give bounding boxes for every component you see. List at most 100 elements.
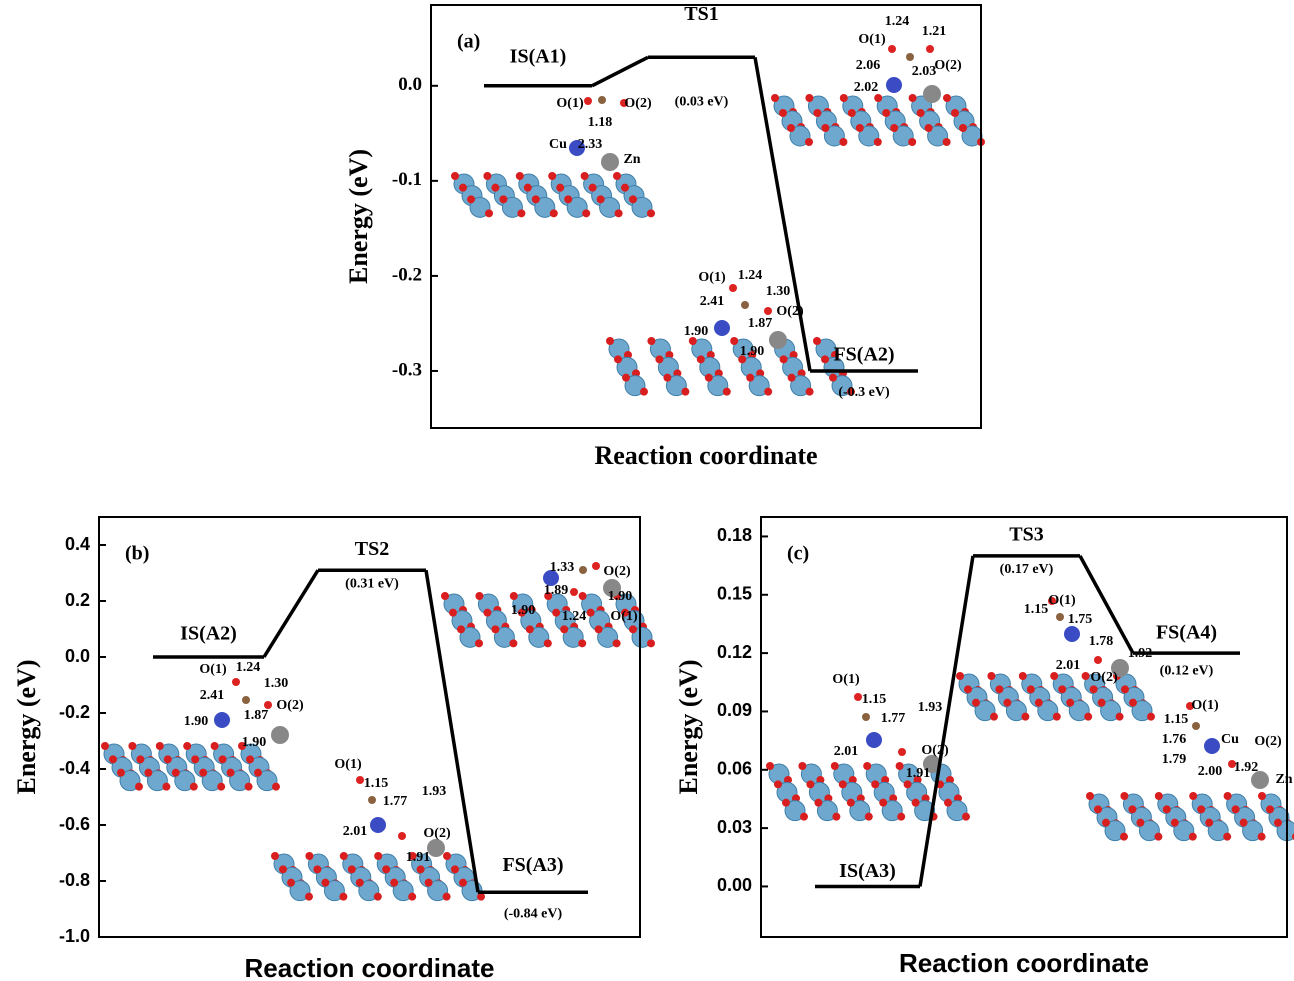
structure-label: 1.90	[511, 603, 536, 618]
slab-oxygen	[962, 813, 970, 821]
slab-oxygen	[780, 355, 788, 363]
state-label: IS(A2)	[180, 623, 237, 645]
adsorbate-atom	[764, 307, 772, 315]
slab-oxygen	[705, 374, 713, 382]
structure-label: O(1)	[610, 609, 638, 624]
slab-oxygen	[730, 337, 738, 345]
structure-label: 1.15	[1164, 712, 1189, 727]
adsorbate-atom	[906, 53, 914, 61]
slab-oxygen	[475, 592, 483, 600]
slab-oxygen	[1155, 792, 1163, 800]
adsorbate-atom	[923, 85, 941, 103]
structure-label: O(2)	[934, 58, 962, 73]
slab-oxygen	[1136, 819, 1144, 827]
slab-oxygen	[1189, 833, 1197, 841]
y-tick-label: 0.0	[65, 646, 90, 666]
structure-label: 1.90	[684, 324, 709, 339]
structure-label: 1.30	[264, 676, 289, 691]
slab-oxygen	[614, 355, 622, 363]
structure-label: O(1)	[334, 757, 362, 772]
structure-label: O(2)	[624, 96, 652, 111]
slab-oxygen	[579, 592, 587, 600]
structure-label: 1.30	[766, 284, 791, 299]
structure-label: O(1)	[858, 32, 886, 47]
adsorbate-atom	[729, 284, 737, 292]
slab-oxygen	[552, 609, 560, 617]
slab-oxygen	[483, 172, 491, 180]
adsorbate-atom	[926, 45, 934, 53]
slab-oxygen	[443, 852, 451, 860]
structure-label: 2.41	[700, 294, 725, 309]
structure-label: 1.90	[242, 735, 267, 750]
structure-label: O(1)	[556, 96, 584, 111]
structure-label: 1.90	[184, 714, 209, 729]
structure-label: 2.03	[912, 64, 937, 79]
y-tick-label: -1.0	[59, 926, 90, 946]
adsorbate-atom	[769, 331, 787, 349]
y-tick-label: 0.4	[65, 534, 90, 554]
structure-label: Cu	[549, 137, 567, 152]
slab-oxygen	[556, 184, 564, 192]
slab-oxygen	[441, 592, 449, 600]
slab-oxygen	[183, 742, 191, 750]
structure-label: 2.41	[200, 688, 225, 703]
slab-oxygen	[806, 388, 814, 396]
slab-oxygen	[162, 783, 170, 791]
slab-oxygen	[491, 625, 499, 633]
structure-label: O(1)	[832, 672, 860, 687]
slab-oxygen	[956, 672, 964, 680]
structure-label: 1.77	[881, 711, 906, 726]
slab-oxygen	[805, 138, 813, 146]
slab-oxygen	[199, 769, 207, 777]
adsorbate-atom	[601, 153, 619, 171]
state-label: FS(A2)	[833, 344, 894, 366]
slab-oxygen	[782, 799, 790, 807]
slab-oxygen	[814, 799, 822, 807]
state-label: IS(A1)	[510, 45, 567, 67]
structure-label: 1.87	[244, 708, 269, 723]
slab-oxygen	[779, 109, 787, 117]
state-label: IS(A3)	[839, 860, 896, 882]
slab-oxygen	[1035, 699, 1043, 707]
y-tick-label: 0.15	[717, 584, 752, 604]
slab-oxygen	[560, 625, 568, 633]
adsorbate-atom	[1192, 722, 1200, 730]
connector	[592, 57, 648, 86]
energy-label: (0.12 eV)	[1160, 663, 1214, 678]
state-label: FS(A3)	[502, 854, 563, 876]
structure-label: 1.24	[738, 268, 763, 283]
structure-label: 1.78	[1089, 634, 1114, 649]
adsorbate-atom	[398, 832, 406, 840]
slab-oxygen	[1223, 833, 1231, 841]
structure-label: O(1)	[1191, 698, 1219, 713]
slab-oxygen	[821, 355, 829, 363]
slab-oxygen	[356, 879, 364, 887]
slab-oxygen	[109, 755, 117, 763]
y-tick-label: 0.12	[717, 642, 752, 662]
adsorbate-atom	[886, 77, 902, 93]
structure-label: 1.24	[885, 14, 910, 29]
slab-oxygen	[581, 172, 589, 180]
slab-oxygen	[943, 138, 951, 146]
slab-oxygen	[1019, 672, 1027, 680]
y-tick-label: 0.18	[717, 525, 752, 545]
slab-oxygen	[1240, 819, 1248, 827]
slab-oxygen	[1129, 699, 1137, 707]
slab-oxygen	[647, 209, 655, 217]
slab-oxygen	[135, 783, 143, 791]
slab-oxygen	[806, 780, 814, 788]
slab-oxygen	[305, 852, 313, 860]
structure-label: 2.01	[1056, 658, 1081, 673]
adsorbate-atom	[714, 320, 730, 336]
slab-oxygen	[390, 879, 398, 887]
structure-label: 2.06	[856, 58, 881, 73]
slab-oxygen	[509, 639, 517, 647]
slab-oxygen	[1147, 713, 1155, 721]
structure-label: 1.92	[1128, 646, 1153, 661]
y-axis-label: Energy (eV)	[344, 149, 373, 284]
connector	[920, 556, 973, 887]
slab-oxygen	[190, 783, 198, 791]
slab-oxygen	[798, 762, 806, 770]
slab-oxygen	[254, 769, 262, 777]
slab-oxygen	[805, 94, 813, 102]
